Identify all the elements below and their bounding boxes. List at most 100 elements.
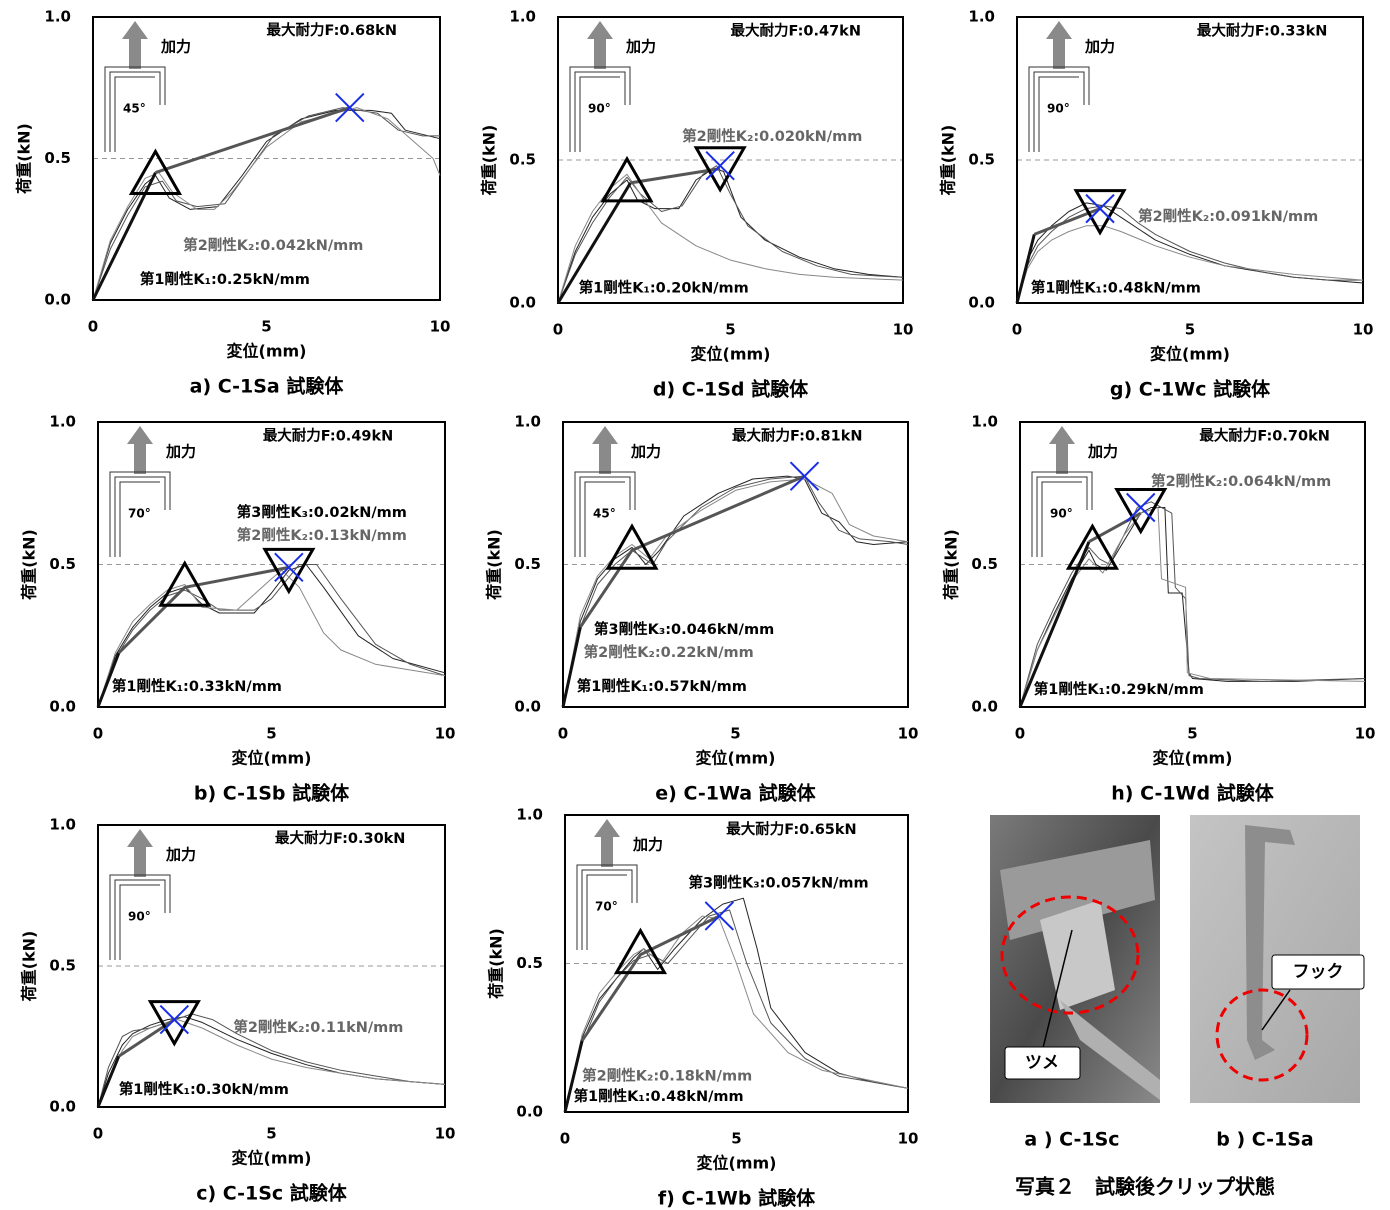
chart: 0.00.51.00510変位(mm)荷重(kN)g) C-1Wc 試験体加力9…: [939, 8, 1374, 401]
annotation: 第1剛性K₁:0.57kN/mm: [577, 677, 747, 695]
x-tick-label: 10: [435, 725, 456, 743]
annotation: 第2剛性K₂:0.020kN/mm: [682, 127, 862, 145]
x-tick-label: 10: [898, 725, 919, 743]
x-tick-label: 5: [1187, 725, 1197, 743]
y-tick-label: 0.5: [968, 151, 995, 169]
x-tick-label: 0: [88, 318, 98, 336]
x-tick-label: 5: [266, 1125, 276, 1143]
x-tick-label: 10: [893, 321, 914, 339]
y-tick-label: 1.0: [509, 8, 536, 26]
x-tick-label: 0: [93, 725, 103, 743]
y-tick-label: 0.0: [49, 1098, 76, 1116]
load-arrow: [1046, 21, 1072, 69]
yield-marker: [1117, 490, 1165, 532]
y-axis-title: 荷重(kN): [480, 125, 499, 196]
chart: 0.00.51.00510変位(mm)荷重(kN)d) C-1Sd 試験体加力9…: [480, 8, 914, 401]
annotation: 第2剛性K₂:0.11kN/mm: [233, 1018, 403, 1036]
y-axis-title: 荷重(kN): [942, 529, 961, 600]
y-tick-label: 0.5: [509, 151, 536, 169]
x-axis-title: 変位(mm): [1150, 345, 1230, 364]
curve: [119, 1020, 175, 1057]
annotation: 第3剛性K₃:0.057kN/mm: [688, 873, 868, 891]
annotation: 最大耐力F:0.65kN: [726, 820, 856, 838]
caption: g) C-1Wc 試験体: [1110, 378, 1271, 401]
max-marker: [706, 152, 734, 180]
load-arrow: [127, 829, 153, 877]
y-tick-label: 0.5: [44, 149, 71, 167]
y-tick-label: 1.0: [49, 816, 76, 834]
caption: a) C-1Sa 試験体: [190, 375, 345, 398]
callout: ツメ: [1025, 1053, 1059, 1073]
x-tick-label: 0: [553, 321, 563, 339]
caption: h) C-1Wd 試験体: [1111, 782, 1274, 805]
x-axis-title: 変位(mm): [691, 345, 771, 364]
photo-title: 写真２ 試験後クリップ状態: [1015, 1175, 1275, 1199]
max-marker: [1086, 195, 1114, 223]
load-label: 加力: [165, 443, 196, 461]
load-arrow: [127, 426, 153, 474]
x-tick-label: 5: [725, 321, 735, 339]
annotation: 第1剛性K₁:0.48kN/mm: [574, 1087, 744, 1105]
annotation: 第1剛性K₁:0.33kN/mm: [112, 677, 282, 695]
yield-marker: [696, 148, 744, 190]
annotation: 第2剛性K₂:0.091kN/mm: [1138, 207, 1318, 225]
photo-a: ツメ: [990, 815, 1160, 1103]
angle-label: 70°: [128, 507, 151, 521]
annotation: 第1剛性K₁:0.20kN/mm: [579, 279, 749, 297]
x-axis-title: 変位(mm): [696, 749, 776, 768]
x-tick-label: 10: [435, 1125, 456, 1143]
x-axis-title: 変位(mm): [227, 342, 307, 361]
y-tick-label: 1.0: [968, 8, 995, 26]
y-tick-label: 0.0: [509, 294, 536, 312]
x-tick-label: 5: [266, 725, 276, 743]
load-arrow: [587, 21, 613, 69]
x-tick-label: 0: [93, 1125, 103, 1143]
annotation: 第2剛性K₂:0.042kN/mm: [183, 236, 363, 254]
x-tick-label: 10: [898, 1130, 919, 1148]
curve: [98, 1056, 119, 1107]
x-tick-label: 5: [1185, 321, 1195, 339]
x-tick-label: 5: [731, 1130, 741, 1148]
annotation: 第1剛性K₁:0.25kN/mm: [140, 270, 310, 288]
annotation: 第1剛性K₁:0.30kN/mm: [119, 1080, 289, 1098]
angle-label: 70°: [595, 900, 618, 914]
max-marker: [791, 462, 819, 490]
load-label: 加力: [165, 846, 196, 864]
chart: 0.00.51.00510変位(mm)荷重(kN)h) C-1Wd 試験体加力9…: [942, 413, 1376, 805]
annotation: 第1剛性K₁:0.29kN/mm: [1034, 680, 1204, 698]
caption: e) C-1Wa 試験体: [655, 782, 816, 805]
annotation: 第2剛性K₂:0.18kN/mm: [582, 1066, 752, 1084]
caption: d) C-1Sd 試験体: [653, 378, 809, 401]
x-tick-label: 0: [558, 725, 568, 743]
y-tick-label: 0.5: [49, 957, 76, 975]
max-marker: [336, 94, 364, 122]
caption: c) C-1Sc 試験体: [196, 1182, 348, 1205]
caption: f) C-1Wb 試験体: [658, 1187, 816, 1210]
x-axis-title: 変位(mm): [1153, 749, 1233, 768]
y-axis-title: 荷重(kN): [20, 529, 39, 600]
annotation: 最大耐力F:0.81kN: [732, 426, 862, 444]
annotation: 最大耐力F:0.33kN: [1197, 21, 1327, 39]
load-label: 加力: [632, 836, 663, 854]
y-axis-title: 荷重(kN): [939, 125, 958, 196]
annotation: 第2剛性K₂:0.064kN/mm: [1151, 472, 1331, 490]
y-axis-title: 荷重(kN): [485, 529, 504, 600]
y-axis-title: 荷重(kN): [487, 928, 506, 999]
annotation: 第2剛性K₂:0.22kN/mm: [584, 643, 754, 661]
angle-label: 90°: [1050, 507, 1073, 521]
y-tick-label: 0.0: [968, 294, 995, 312]
annotation: 第3剛性K₃:0.046kN/mm: [594, 620, 774, 638]
y-tick-label: 0.0: [514, 698, 541, 716]
annotation: 最大耐力F:0.30kN: [275, 829, 405, 847]
load-arrow: [122, 21, 148, 69]
angle-label: 90°: [1047, 102, 1070, 116]
load-label: 加力: [1087, 443, 1118, 461]
load-arrow: [1049, 426, 1075, 474]
curve: [582, 916, 719, 1041]
angle-label: 45°: [593, 507, 616, 521]
x-tick-label: 10: [430, 318, 451, 336]
